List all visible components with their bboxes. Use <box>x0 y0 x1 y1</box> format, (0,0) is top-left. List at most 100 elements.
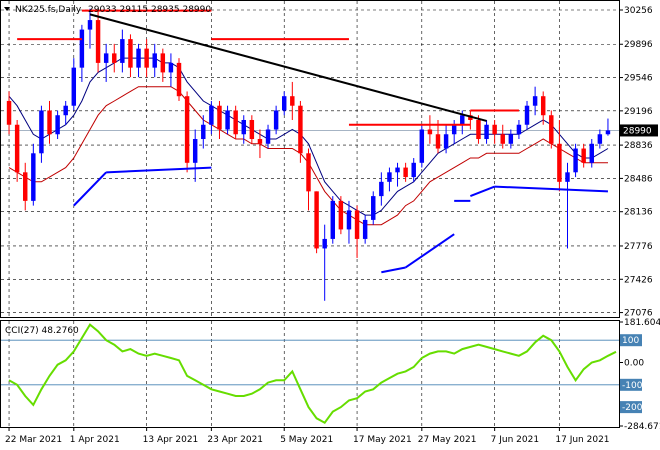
time-tick-label: 22 Mar 2021 <box>5 435 62 445</box>
cci-line <box>8 323 617 424</box>
candle-body <box>589 143 594 163</box>
candle-body <box>557 143 562 182</box>
candle-body <box>63 105 68 116</box>
candle-body <box>362 219 368 239</box>
time-tick-label: 7 Jun 2021 <box>491 435 539 445</box>
time-tick-label: 17 May 2021 <box>353 435 412 445</box>
price-tick-label: 28486 <box>624 174 653 184</box>
candle-body <box>176 62 182 97</box>
candle-body <box>387 172 392 182</box>
candle-body <box>79 29 85 68</box>
candle-body <box>354 210 360 239</box>
candle-body <box>532 96 538 106</box>
candle-body <box>581 148 586 163</box>
candle-body <box>184 96 190 163</box>
time-tick-label: 23 Apr 2021 <box>207 435 263 445</box>
candle-body <box>192 139 198 163</box>
candle-body <box>233 110 238 135</box>
stop-line-blue <box>494 185 608 193</box>
candle-body <box>144 48 149 68</box>
candle-body <box>605 130 611 135</box>
candle-body <box>500 134 505 144</box>
menu-triangle-icon[interactable] <box>4 7 10 11</box>
candle-body <box>346 210 352 230</box>
chart-title: NK225.fs,Daily <box>15 5 82 15</box>
last-price-box <box>620 124 658 137</box>
candle-body <box>330 200 336 239</box>
stop-line-blue <box>405 233 455 269</box>
candle-body <box>540 96 546 116</box>
candle-body <box>128 39 133 68</box>
ma-fast-line <box>8 57 609 216</box>
candle-body <box>95 20 101 63</box>
cci-title: CCI(27) 48.2760 <box>5 326 79 336</box>
candle-body <box>379 181 384 197</box>
candle-body <box>160 53 166 73</box>
price-axis: 27076 27426 27776 28136 28486 28836 29196 29546… <box>619 6 658 319</box>
candle-body <box>23 172 28 201</box>
cci-tick-label: -284.6714 <box>624 422 660 432</box>
candle-body <box>338 200 344 230</box>
candle-body <box>524 105 530 125</box>
price-tick-label: 27076 <box>624 309 653 319</box>
candle-body <box>281 96 287 111</box>
candle-body <box>249 119 255 140</box>
price-tick-label: 28836 <box>624 141 653 151</box>
candle-body <box>516 124 522 135</box>
stop-line-blue <box>106 166 212 174</box>
ohlc-values: 29033 29115 28935 28990 <box>88 5 211 15</box>
candle-body <box>47 110 52 135</box>
price-tick-label: 29196 <box>624 107 653 117</box>
time-tick-label: 13 Apr 2021 <box>143 435 199 445</box>
candle-body <box>39 110 44 154</box>
candle-body <box>87 20 93 30</box>
resistance-trendline <box>89 13 487 122</box>
candle-body <box>403 167 408 178</box>
candle-body <box>257 139 263 144</box>
candle-body <box>484 124 489 140</box>
candle-body <box>573 148 578 173</box>
candle-body <box>597 134 603 144</box>
stop-line-blue <box>470 185 496 198</box>
candle-body <box>508 134 514 144</box>
candle-body <box>443 134 449 149</box>
candle-body <box>168 62 174 73</box>
price-tick-label: 28136 <box>624 208 653 218</box>
candle-body <box>435 134 441 149</box>
cci-tick-label: -200 <box>622 403 643 413</box>
candle-body <box>419 129 425 163</box>
cci-level-box <box>620 334 642 347</box>
candle-body <box>460 115 465 125</box>
time-axis: 22 Mar 2021 1 Apr 2021 13 Apr 2021 23 Apr 2… <box>5 427 610 445</box>
price-tick-label: 27776 <box>624 242 653 252</box>
candle-body <box>290 96 295 106</box>
candles <box>6 8 611 301</box>
candle-body <box>209 105 214 125</box>
candle-body <box>241 119 246 135</box>
candle-body <box>103 53 109 63</box>
candle-body <box>411 162 416 178</box>
candle-body <box>136 48 141 68</box>
candle-body <box>6 100 12 125</box>
candle-body <box>298 105 303 154</box>
time-tick-label: 27 May 2021 <box>418 435 477 445</box>
candle-body <box>565 172 570 182</box>
price-tick-label: 27426 <box>624 275 653 285</box>
time-tick-label: 17 Jun 2021 <box>555 435 609 445</box>
candle-body <box>14 124 20 173</box>
candle-body <box>71 67 77 106</box>
candle-body <box>31 153 36 201</box>
candle-body <box>395 167 400 173</box>
cci-tick-label: 100 <box>622 336 639 346</box>
price-tick-label: 29896 <box>624 40 653 50</box>
cci-panel-frame <box>0 320 620 428</box>
candle-body <box>217 105 222 130</box>
candle-body <box>451 124 457 135</box>
candle-body <box>427 129 433 135</box>
trendline <box>89 13 487 122</box>
cci-indicator <box>8 323 617 424</box>
candle-body <box>306 153 311 192</box>
last-price-label: 28990 <box>623 126 652 136</box>
candle-body <box>322 238 327 249</box>
